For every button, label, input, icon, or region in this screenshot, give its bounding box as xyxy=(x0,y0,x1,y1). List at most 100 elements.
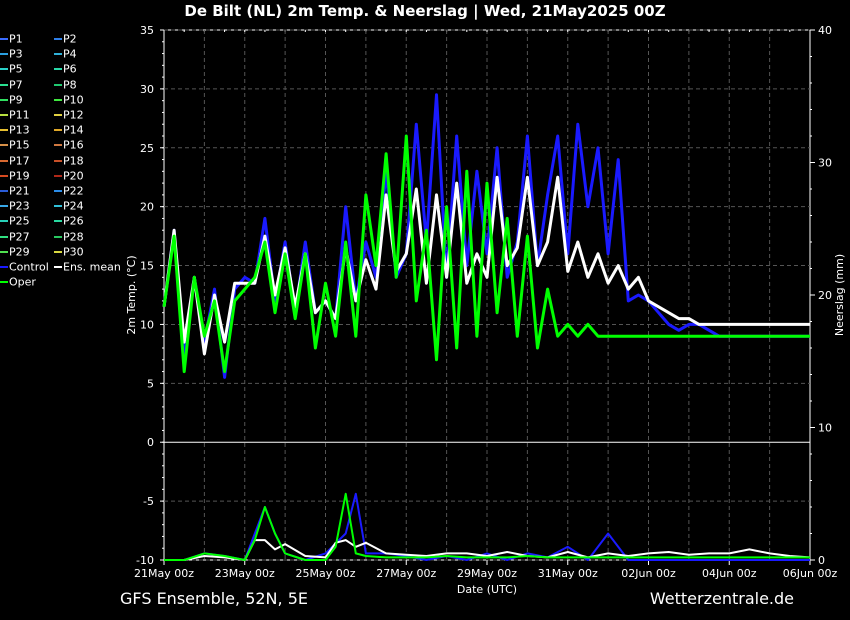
legend-label: P21 xyxy=(9,184,30,198)
legend-label: Oper xyxy=(9,275,36,289)
y-tick-label: 0 xyxy=(147,436,154,449)
legend-label: P3 xyxy=(9,47,23,61)
footer-site-label: Wetterzentrale.de xyxy=(649,589,794,608)
legend-label: P28 xyxy=(63,230,84,244)
precip-line-ens-mean xyxy=(164,539,811,561)
legend-label: Control xyxy=(9,260,49,274)
legend-item: P26 xyxy=(54,214,84,228)
legend-swatch xyxy=(54,144,62,147)
legend-item: P4 xyxy=(54,47,77,61)
legend-swatch xyxy=(54,53,62,56)
x-tick-label: 04Jun 00z xyxy=(702,567,757,580)
legend-label: P27 xyxy=(9,230,30,244)
y-tick-label: 5 xyxy=(147,377,154,390)
legend-swatch xyxy=(0,114,8,116)
y-right-tick-label: 20 xyxy=(818,289,832,302)
legend-swatch xyxy=(54,220,62,223)
legend-item: P25 xyxy=(0,214,30,228)
legend-item: P7 xyxy=(0,78,23,91)
legend-label: P7 xyxy=(9,78,23,92)
legend-swatch xyxy=(54,174,62,177)
legend-item: P10 xyxy=(54,93,84,106)
legend-label: P24 xyxy=(63,199,84,213)
legend-label: P4 xyxy=(63,47,77,61)
legend-item: Ens. mean xyxy=(54,260,121,274)
legend-label: P13 xyxy=(9,123,30,137)
legend-swatch xyxy=(0,159,8,162)
legend-item: P20 xyxy=(54,169,84,182)
legend-item: P22 xyxy=(54,184,84,198)
legend-swatch xyxy=(54,114,62,116)
legend-item: P19 xyxy=(0,169,30,182)
legend-swatch xyxy=(0,144,8,147)
legend-swatch xyxy=(54,129,62,132)
legend-label: P30 xyxy=(63,245,84,259)
legend-item: P23 xyxy=(0,199,30,213)
footer-model-label: GFS Ensemble, 52N, 5E xyxy=(120,589,308,608)
legend-swatch xyxy=(0,205,8,208)
legend-item: P11 xyxy=(0,108,30,122)
legend-item: P12 xyxy=(54,108,84,122)
legend-swatch xyxy=(0,266,8,268)
x-tick-label: 02Jun 00z xyxy=(621,567,676,580)
legend-item: P24 xyxy=(54,199,84,213)
legend-item: Oper xyxy=(0,275,36,289)
legend-label: P9 xyxy=(9,93,23,107)
legend-swatch xyxy=(0,68,8,71)
legend-swatch xyxy=(54,38,62,40)
x-tick-label: 23May 00z xyxy=(215,567,275,580)
legend-swatch xyxy=(54,266,62,268)
legend-label: P26 xyxy=(63,214,84,228)
y-right-tick-label: 30 xyxy=(818,157,832,170)
legend-item: P15 xyxy=(0,138,30,152)
legend-label: P5 xyxy=(9,62,23,76)
legend-swatch xyxy=(0,129,8,132)
y-right-tick-label: 10 xyxy=(818,422,832,435)
legend-label: P12 xyxy=(63,108,84,122)
legend-label: P14 xyxy=(63,123,84,137)
y-right-axis-label: Neerslag (mm) xyxy=(833,254,846,336)
legend-swatch xyxy=(54,68,62,71)
precip-line-oper xyxy=(164,492,810,561)
legend-item: P17 xyxy=(0,154,30,167)
legend-label: P10 xyxy=(63,93,84,107)
legend-item: P3 xyxy=(0,47,23,61)
x-axis-label: Date (UTC) xyxy=(457,583,517,596)
legend-item: P30 xyxy=(54,245,84,258)
legend-swatch xyxy=(0,281,8,284)
legend-label: P17 xyxy=(9,154,30,168)
legend-item: P27 xyxy=(0,230,30,243)
temp-line-ens-mean xyxy=(162,175,810,356)
legend-label: P6 xyxy=(63,62,77,76)
y-tick-label: 15 xyxy=(140,260,154,273)
legend-label: P1 xyxy=(9,32,23,46)
legend-swatch xyxy=(0,250,8,253)
legend-swatch xyxy=(54,250,62,253)
legend-item: P8 xyxy=(54,78,77,91)
legend-item: P29 xyxy=(0,245,30,258)
y-tick-label: 20 xyxy=(140,201,154,214)
legend-item: P2 xyxy=(54,32,77,46)
y-tick-label: 35 xyxy=(140,24,154,37)
legend-swatch xyxy=(0,235,8,238)
y-right-tick-label: 0 xyxy=(818,554,825,567)
legend-swatch xyxy=(54,235,62,238)
legend-item: P18 xyxy=(54,154,84,167)
legend-label: Ens. mean xyxy=(63,260,121,274)
x-tick-label: 25May 00z xyxy=(295,567,355,580)
legend-swatch xyxy=(54,83,62,86)
legend-swatch xyxy=(0,174,8,177)
legend-label: P15 xyxy=(9,138,30,152)
legend-item: Control xyxy=(0,260,49,274)
y-tick-label: 10 xyxy=(140,318,154,331)
legend-swatch xyxy=(0,220,8,223)
x-tick-label: 27May 00z xyxy=(376,567,436,580)
legend-swatch xyxy=(54,98,62,101)
legend-label: P18 xyxy=(63,154,84,168)
legend-label: P20 xyxy=(63,169,84,183)
legend-item: P6 xyxy=(54,62,77,76)
legend-label: P29 xyxy=(9,245,30,259)
legend-swatch xyxy=(0,98,8,101)
x-tick-label: 06Jun 00z xyxy=(783,567,838,580)
